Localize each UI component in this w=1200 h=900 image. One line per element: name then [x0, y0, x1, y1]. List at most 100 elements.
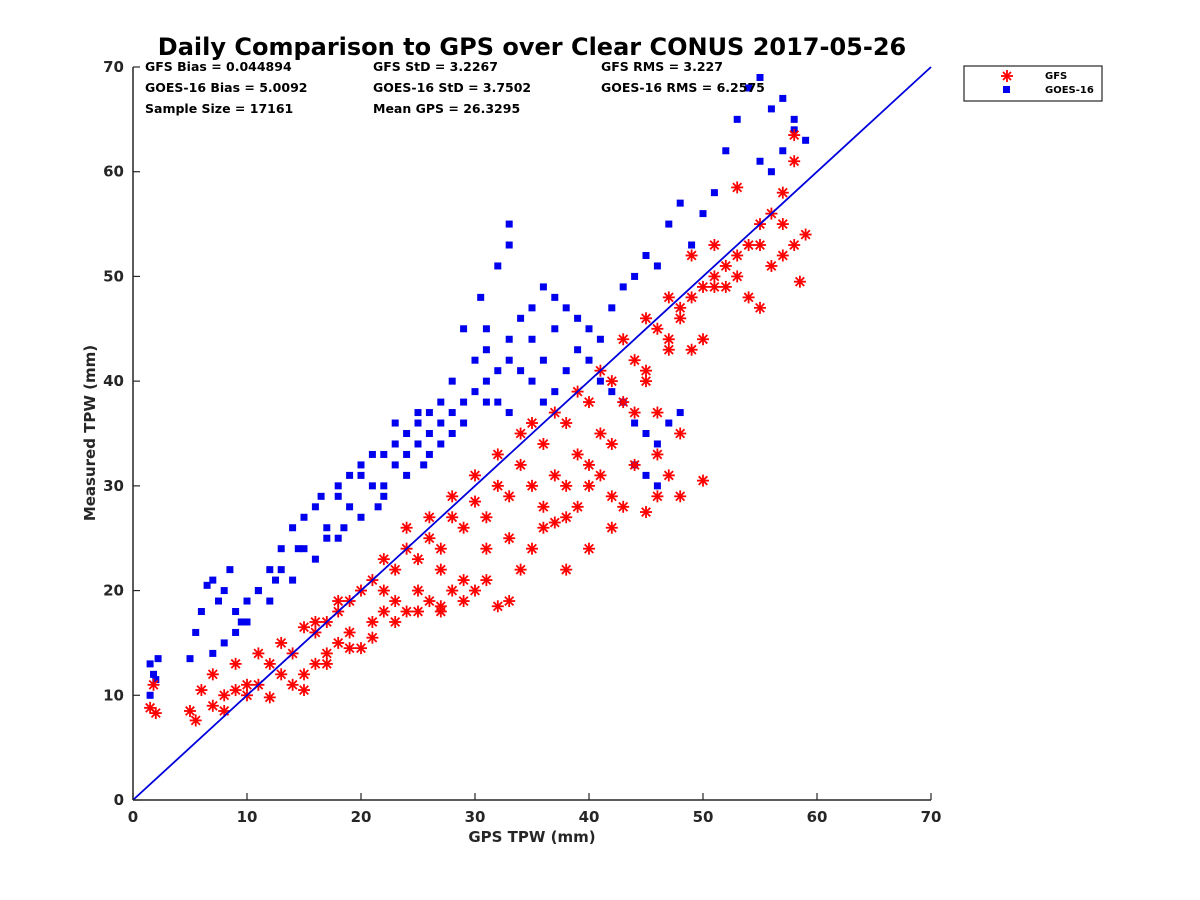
x-tick-label: 0	[128, 808, 138, 826]
gfs-point	[389, 615, 402, 628]
gfs-point	[560, 479, 573, 492]
gfs-point	[799, 228, 812, 241]
gfs-point	[275, 636, 288, 649]
goes-point	[272, 576, 279, 584]
y-tick-label: 60	[103, 163, 124, 181]
gfs-point	[685, 291, 698, 304]
gfs-point	[320, 657, 333, 670]
gfs-point	[651, 406, 664, 419]
gfs-point	[491, 600, 504, 613]
gfs-point	[776, 186, 789, 199]
gfs-point	[526, 479, 538, 492]
goes-point	[380, 482, 388, 490]
goes-point	[653, 440, 661, 448]
gfs-point	[605, 375, 618, 388]
goes-point	[380, 450, 388, 458]
goes-point	[482, 346, 490, 354]
gfs-point	[149, 707, 162, 720]
goes-point	[437, 419, 445, 427]
goes-point	[346, 471, 354, 479]
goes-point	[209, 576, 217, 584]
goes-point	[374, 503, 382, 511]
gfs-point	[537, 521, 550, 534]
x-tick-label: 40	[579, 808, 600, 826]
reference-line-group	[132, 66, 932, 801]
gfs-point	[286, 678, 299, 691]
reference-line	[132, 66, 932, 801]
goes-point	[277, 566, 285, 574]
gfs-point	[640, 506, 652, 519]
goes-point	[232, 628, 240, 636]
gfs-point	[776, 249, 789, 262]
goes-point	[710, 189, 718, 197]
gfs-point	[377, 605, 390, 618]
goes-point	[505, 409, 513, 417]
goes-point	[311, 503, 319, 511]
gfs-point	[605, 521, 618, 534]
gfs-point	[469, 584, 481, 597]
goes-point	[551, 388, 559, 396]
stats-annotations: GFS Bias = 0.044894 GOES-16 Bias = 5.009…	[145, 59, 765, 116]
goes-point	[368, 450, 376, 458]
goes-point	[642, 430, 650, 437]
goes-point	[226, 566, 234, 574]
goes-point	[220, 639, 228, 647]
goes-point	[368, 482, 376, 490]
gfs-point	[389, 595, 402, 608]
gfs-point	[275, 668, 288, 681]
gfs-point	[491, 479, 504, 492]
goes-point	[494, 367, 502, 375]
goes-point	[300, 545, 308, 553]
goes-point	[317, 492, 325, 500]
gfs-point	[423, 511, 436, 524]
goes-point	[460, 419, 468, 427]
gfs-point	[526, 417, 538, 430]
gfs-point	[514, 427, 527, 440]
goes-point	[482, 377, 490, 385]
goes-point	[802, 136, 810, 144]
goes-point	[220, 587, 228, 595]
gfs-point	[480, 511, 493, 524]
goes-point	[420, 461, 428, 469]
goes-point	[653, 482, 661, 490]
gfs-point	[685, 343, 698, 356]
gfs-point	[788, 155, 801, 168]
plot-area: 0 10 20 30 40 50 60 70 0 10 20 30 40 50 60 70	[103, 58, 941, 826]
goes-point	[294, 545, 302, 553]
goes-point	[653, 262, 661, 270]
goes-point	[539, 283, 547, 291]
x-axis-label: GPS TPW (mm)	[468, 828, 595, 846]
goes-point	[357, 461, 365, 469]
goes-point	[391, 419, 399, 427]
gfs-point	[674, 490, 687, 503]
gfs-point	[708, 270, 721, 283]
gfs-point	[651, 322, 664, 335]
goes-point	[528, 335, 536, 343]
gfs-point	[662, 343, 675, 356]
gfs-point	[195, 684, 208, 697]
goes-point	[425, 450, 433, 458]
gfs-point	[218, 689, 231, 702]
goes-point	[596, 335, 604, 343]
goes-point	[448, 377, 456, 385]
goes-point	[505, 356, 513, 364]
gfs-point	[571, 500, 584, 513]
gfs-point	[263, 691, 276, 704]
gfs-point	[446, 511, 459, 524]
gfs-point	[412, 553, 424, 566]
gfs-point	[674, 301, 687, 314]
gfs-point	[628, 406, 641, 419]
gfs-point	[389, 563, 402, 576]
gfs-point	[594, 469, 607, 482]
goes-point	[323, 524, 331, 532]
gfs-point	[731, 181, 744, 194]
goes-point	[477, 293, 485, 301]
goes-point	[517, 314, 525, 322]
gfs-point	[377, 584, 390, 597]
goes-point	[517, 367, 525, 375]
y-tick-label: 50	[103, 267, 124, 285]
gfs-point	[685, 249, 698, 262]
goes-point	[460, 398, 468, 406]
x-tick-label: 60	[807, 808, 828, 826]
gfs-point	[332, 636, 345, 649]
